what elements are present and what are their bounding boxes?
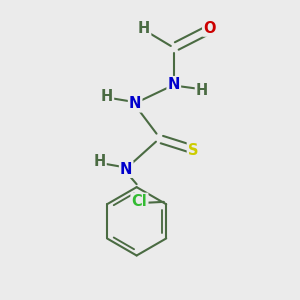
Text: H: H bbox=[196, 83, 208, 98]
Text: O: O bbox=[203, 21, 216, 36]
Text: Cl: Cl bbox=[132, 194, 147, 209]
Text: H: H bbox=[101, 89, 113, 104]
Text: N: N bbox=[129, 96, 141, 111]
Text: S: S bbox=[188, 142, 198, 158]
Text: N: N bbox=[120, 162, 132, 177]
Text: H: H bbox=[93, 154, 106, 169]
Text: H: H bbox=[138, 21, 150, 36]
Text: N: N bbox=[168, 77, 180, 92]
